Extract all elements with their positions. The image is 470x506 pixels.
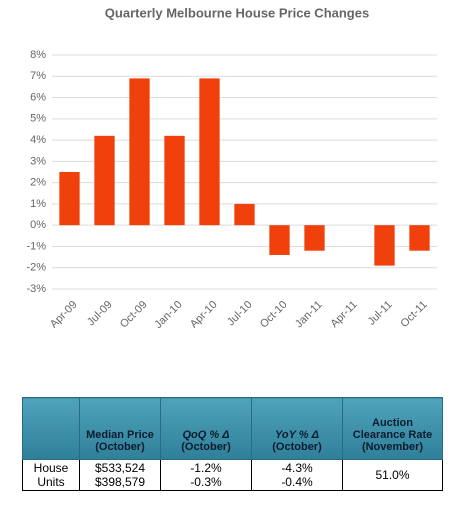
- x-tick-label: Oct-11: [398, 299, 429, 330]
- row-label: Units: [37, 475, 65, 489]
- y-tick-label: 5%: [30, 113, 46, 125]
- x-tick-label: Apr-09: [48, 299, 80, 331]
- bar: [199, 78, 220, 226]
- x-tick-label: Jan-11: [293, 299, 325, 331]
- clearance-rate: 51.0%: [375, 468, 410, 482]
- header-cell: QoQ % Δ (October): [160, 397, 252, 460]
- header-cell: YoY % Δ (October): [251, 397, 343, 460]
- bar: [409, 225, 430, 251]
- header-note: (October): [272, 441, 322, 453]
- x-tick-label: Oct-09: [118, 299, 150, 331]
- x-tick-label: Oct-10: [258, 299, 290, 331]
- header-note: (November): [361, 441, 424, 453]
- header-row: Median Price (October) QoQ % Δ (October) Y…: [22, 397, 443, 460]
- body-row: House Units $533,524 $398,579 -1.2% -0.3% -…: [22, 459, 443, 491]
- x-tick-label: Jul-09: [85, 299, 115, 329]
- cell: -1.2% -0.3%: [160, 459, 252, 491]
- x-tick-label: Jul-11: [366, 299, 395, 328]
- cell: -4.3% -0.4%: [251, 459, 343, 491]
- y-tick-label: 6%: [30, 91, 46, 103]
- header-note: (October): [95, 441, 145, 453]
- y-tick-label: 4%: [30, 134, 46, 146]
- y-tick-label: 7%: [30, 70, 46, 82]
- header-cell: Median Price (October): [79, 397, 161, 460]
- y-tick-label: 2%: [30, 177, 46, 189]
- x-tick-label: Apr-11: [328, 299, 359, 330]
- header-cell: Auction Clearance Rate (November): [342, 397, 443, 460]
- bar: [234, 203, 255, 226]
- bar: [129, 78, 150, 226]
- cell: House Units: [22, 459, 80, 491]
- bar: [164, 135, 185, 226]
- cell: 51.0%: [342, 459, 443, 491]
- y-tick-label: 3%: [30, 155, 46, 167]
- bar: [94, 135, 115, 226]
- chart: Quarterly Melbourne House Price Changes …: [26, 5, 437, 331]
- y-tick-label: -2%: [26, 262, 46, 274]
- median-price: $398,579: [94, 475, 146, 489]
- header-title: Median Price: [86, 429, 154, 441]
- summary-table: Median Price (October) QoQ % Δ (October) Y…: [22, 397, 443, 491]
- chart-title: Quarterly Melbourne House Price Changes: [105, 5, 369, 20]
- x-tick-label: Jan-10: [152, 299, 184, 331]
- qoq: -1.2%: [190, 461, 222, 475]
- header-title: YoY % Δ: [274, 429, 320, 441]
- y-tick-label: 8%: [30, 49, 46, 61]
- header-cell: [22, 397, 80, 460]
- y-tick-label: 1%: [30, 198, 46, 210]
- header-title: QoQ % Δ: [182, 429, 230, 441]
- x-tick-label: Apr-10: [188, 299, 220, 331]
- cell: $533,524 $398,579: [79, 459, 161, 491]
- bar: [374, 225, 395, 266]
- y-tick-label: -3%: [26, 283, 46, 295]
- y-tick-label: 0%: [30, 219, 46, 231]
- median-price: $533,524: [94, 461, 146, 475]
- yoy: -0.4%: [281, 475, 313, 489]
- qoq: -0.3%: [190, 475, 222, 489]
- header-note: (October): [181, 441, 231, 453]
- y-tick-label: -1%: [26, 240, 46, 252]
- header-title: Auction Clearance Rate: [352, 417, 433, 441]
- bar: [304, 225, 325, 251]
- bar: [269, 225, 290, 255]
- x-tick-label: Jul-10: [225, 299, 255, 329]
- yoy: -4.3%: [281, 461, 313, 475]
- row-label: House: [33, 461, 69, 475]
- bar: [59, 172, 80, 226]
